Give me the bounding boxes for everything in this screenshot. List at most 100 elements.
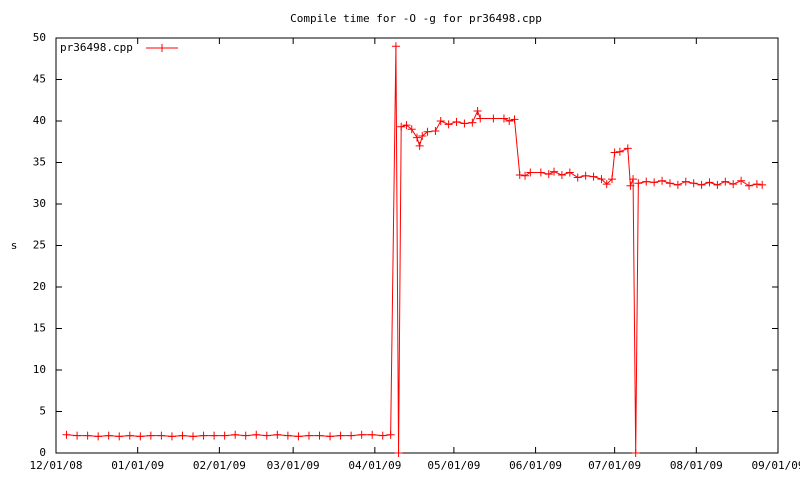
- point-marker: [489, 114, 498, 123]
- point-marker: [402, 121, 411, 130]
- point-marker: [758, 180, 767, 189]
- point-marker: [705, 178, 714, 187]
- y-tick-label: 5: [39, 405, 46, 418]
- point-marker: [220, 431, 229, 440]
- chart-title: Compile time for -O -g for pr36498.cpp: [290, 12, 542, 25]
- point-marker: [697, 180, 706, 189]
- point-marker: [650, 178, 659, 187]
- point-marker: [436, 117, 445, 125]
- point-marker: [386, 430, 395, 439]
- point-marker: [573, 173, 582, 182]
- point-marker: [665, 179, 674, 188]
- y-tick-label: 35: [33, 156, 46, 169]
- point-marker: [415, 141, 424, 150]
- y-tick-label: 0: [39, 446, 46, 459]
- point-marker: [357, 430, 366, 439]
- point-marker: [336, 431, 345, 440]
- point-marker: [721, 177, 730, 186]
- point-marker: [729, 180, 738, 189]
- point-marker: [418, 131, 427, 140]
- point-marker: [526, 168, 535, 177]
- point-marker: [460, 119, 469, 128]
- point-marker: [452, 117, 461, 126]
- point-marker: [589, 172, 598, 181]
- x-tick-label: 04/01/09: [348, 459, 401, 472]
- point-marker: [499, 114, 508, 123]
- y-axis-label: s: [11, 239, 18, 252]
- point-marker: [104, 431, 113, 440]
- point-marker: [681, 177, 690, 186]
- point-marker: [544, 170, 553, 179]
- y-tick-label: 25: [33, 239, 46, 252]
- point-marker: [167, 432, 176, 441]
- point-marker: [689, 179, 698, 188]
- point-marker: [607, 175, 616, 184]
- x-tick-label: 01/01/09: [111, 459, 164, 472]
- point-marker: [444, 120, 453, 129]
- point-marker: [473, 107, 482, 116]
- legend-marker: [158, 44, 166, 52]
- point-marker: [468, 118, 477, 127]
- point-marker: [623, 144, 632, 153]
- x-tick-label: 03/01/09: [267, 459, 320, 472]
- point-marker: [199, 431, 208, 440]
- y-tick-label: 45: [33, 73, 46, 86]
- point-marker: [115, 432, 124, 441]
- point-marker: [557, 170, 566, 179]
- point-marker: [713, 180, 722, 189]
- point-marker: [283, 431, 292, 440]
- point-marker: [610, 148, 619, 157]
- point-marker: [634, 179, 643, 188]
- x-tick-label: 12/01/08: [30, 459, 83, 472]
- point-marker: [745, 181, 754, 190]
- point-marker: [536, 168, 545, 177]
- point-marker: [157, 431, 166, 440]
- x-tick-label: 05/01/09: [427, 459, 480, 472]
- legend-label: pr36498.cpp: [60, 41, 133, 54]
- x-tick-label: 07/01/09: [588, 459, 641, 472]
- point-marker: [326, 432, 335, 441]
- point-marker: [397, 122, 406, 131]
- point-marker: [476, 114, 485, 123]
- plot-border: [55, 37, 779, 454]
- y-tick-label: 10: [33, 363, 46, 376]
- point-marker: [125, 431, 134, 440]
- point-marker: [252, 430, 261, 439]
- point-marker: [752, 180, 761, 189]
- point-marker: [423, 127, 432, 136]
- point-marker: [94, 432, 103, 441]
- point-marker: [631, 449, 640, 457]
- point-marker: [565, 168, 574, 177]
- series-line: [66, 46, 763, 454]
- x-tick-label: 08/01/09: [670, 459, 723, 472]
- point-marker: [294, 432, 303, 441]
- point-marker: [407, 125, 416, 134]
- y-tick-label: 30: [33, 197, 46, 210]
- point-marker: [515, 170, 524, 179]
- x-tick-label: 06/01/09: [509, 459, 562, 472]
- point-marker: [550, 167, 559, 176]
- point-marker: [241, 431, 250, 440]
- point-marker: [626, 181, 635, 190]
- point-marker: [189, 432, 198, 441]
- point-marker: [262, 431, 271, 440]
- y-tick-label: 50: [33, 31, 46, 44]
- point-marker: [413, 133, 421, 142]
- point-marker: [581, 171, 590, 180]
- point-marker: [510, 115, 519, 124]
- point-marker: [136, 432, 145, 441]
- point-marker: [347, 431, 356, 440]
- point-marker: [210, 431, 219, 440]
- point-marker: [304, 431, 313, 440]
- x-tick-label: 02/01/09: [193, 459, 246, 472]
- point-marker: [73, 431, 82, 440]
- point-marker: [378, 431, 387, 440]
- point-marker: [391, 42, 400, 51]
- point-marker: [597, 175, 606, 184]
- point-marker: [315, 431, 324, 440]
- point-marker: [83, 431, 92, 440]
- point-marker: [642, 177, 651, 186]
- point-marker: [62, 430, 71, 439]
